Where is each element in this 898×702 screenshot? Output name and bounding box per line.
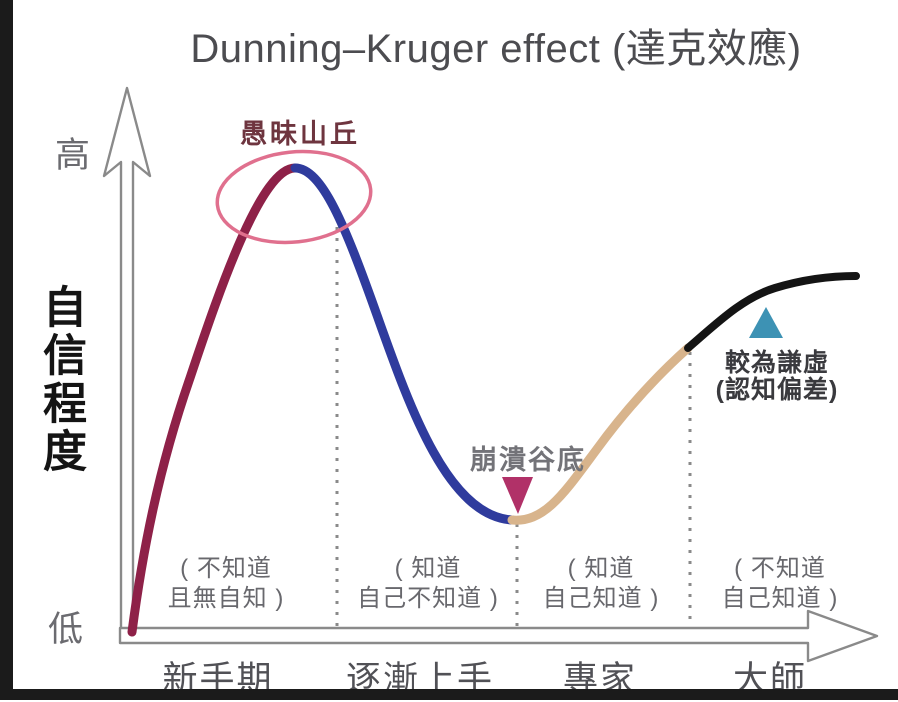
x-axis-arrow — [118, 609, 879, 663]
y-axis-arrow — [102, 86, 152, 634]
humble-annotation-line1: 較為謙虛 — [724, 349, 829, 377]
chart-title: Dunning–Kruger effect (達克效應) — [190, 27, 802, 71]
zone-1-line1: ( 不知道 — [180, 555, 272, 582]
zone-4-line1: ( 不知道 — [734, 555, 826, 582]
y-axis-high-label: 高 — [55, 136, 91, 175]
zone-2-line1: ( 知道 — [394, 555, 462, 582]
curve-segment-decline-blue — [290, 163, 517, 525]
curve-segment-novice-crimson — [127, 163, 300, 637]
curve-segment-plateau-black — [684, 272, 860, 352]
zone-description-3: ( 知道 自己知道 ) — [503, 554, 699, 614]
peak-annotation: 愚昧山丘 — [240, 119, 360, 149]
zone-description-2: ( 知道 自己不知道 ) — [330, 554, 526, 614]
zone-1-line2: 且無自知 ) — [167, 585, 285, 612]
zone-description-4: ( 不知道 自己知道 ) — [682, 554, 878, 614]
curve-segment-recovery-tan — [507, 343, 693, 525]
left-black-edge — [0, 0, 13, 700]
humble-annotation-line2: (認知偏差) — [715, 376, 839, 404]
zone-3-line1: ( 知道 — [567, 555, 635, 582]
bottom-black-edge — [0, 689, 898, 700]
y-axis-title: 自信程度 — [36, 284, 85, 476]
zone-description-1: ( 不知道 且無自知 ) — [128, 554, 324, 614]
humble-marker-icon — [749, 307, 783, 338]
valley-annotation: 崩潰谷底 — [470, 445, 586, 475]
zone-2-line2: 自己不知道 ) — [357, 585, 499, 612]
y-axis-low-label: 低 — [48, 610, 84, 649]
zone-3-line2: 自己知道 ) — [542, 585, 660, 612]
zone-4-line2: 自己知道 ) — [721, 585, 839, 612]
mount-stupid-ellipse — [215, 149, 373, 245]
valley-marker-icon — [502, 477, 533, 514]
